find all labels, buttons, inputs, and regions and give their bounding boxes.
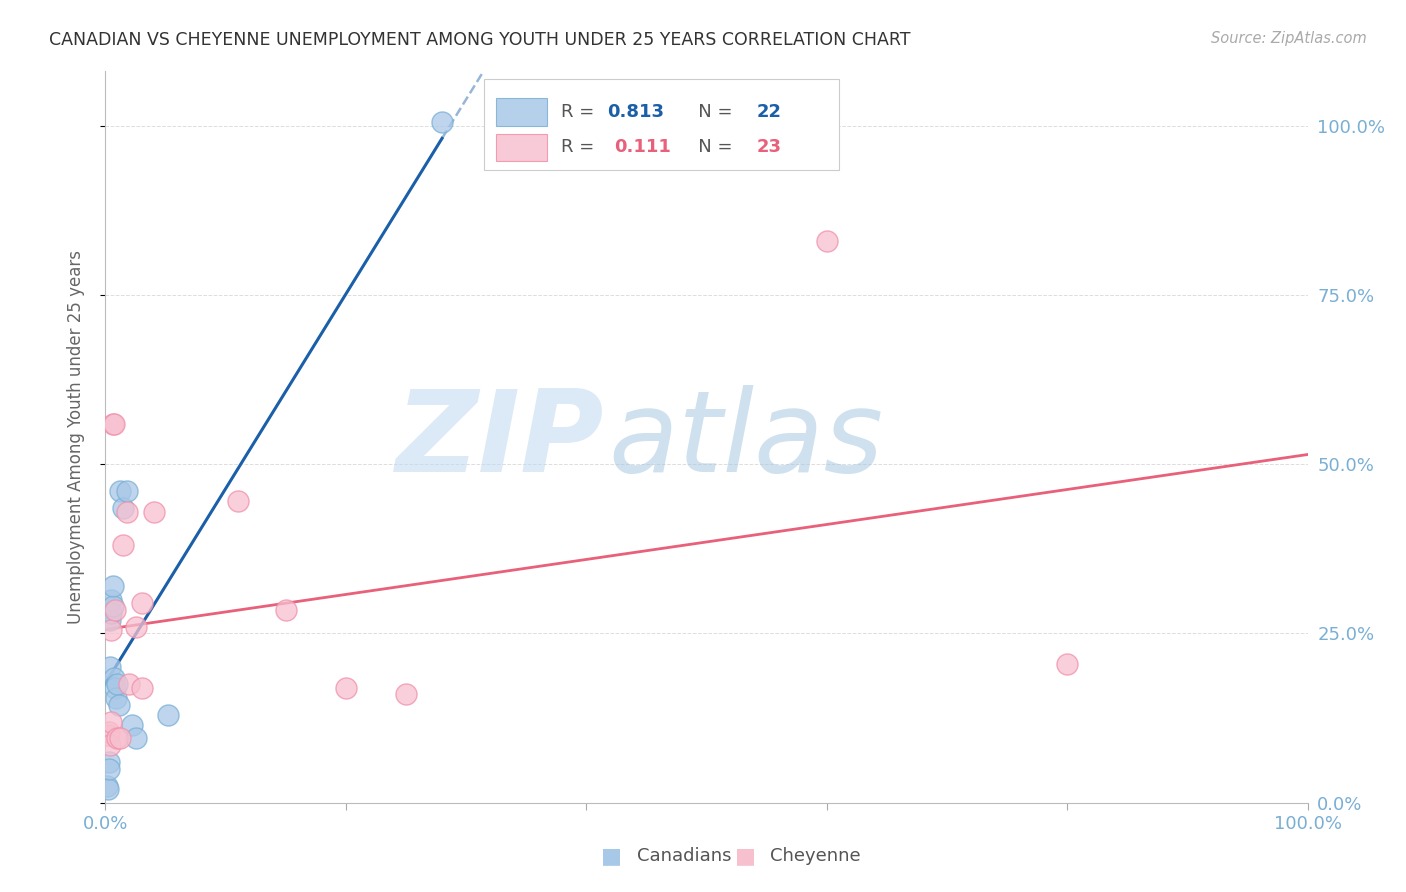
Text: N =: N =: [682, 103, 738, 121]
FancyBboxPatch shape: [484, 78, 839, 170]
Point: [104, 681, 127, 695]
Point: [97, 782, 120, 797]
Text: N =: N =: [682, 138, 738, 156]
Point: [96, 779, 118, 793]
Point: [101, 417, 124, 431]
Point: [131, 681, 153, 695]
Point: [100, 623, 122, 637]
Text: Cheyenne: Cheyenne: [770, 847, 860, 865]
Text: Canadians: Canadians: [637, 847, 731, 865]
Point: [107, 677, 129, 691]
Point: [1056, 657, 1078, 671]
Point: [226, 494, 249, 508]
Point: [335, 681, 357, 695]
Point: [112, 501, 135, 516]
Point: [274, 603, 297, 617]
Point: [100, 606, 122, 620]
Point: [100, 714, 122, 729]
Point: [107, 698, 129, 712]
Text: 23: 23: [756, 138, 782, 156]
Text: R =: R =: [561, 103, 600, 121]
Point: [815, 234, 838, 248]
Point: [430, 115, 453, 129]
Point: [98, 762, 121, 776]
Point: [105, 690, 128, 705]
Point: [131, 596, 153, 610]
Point: [156, 707, 179, 722]
Text: ■: ■: [602, 847, 621, 866]
Bar: [496, 98, 547, 126]
Point: [103, 417, 125, 431]
Point: [103, 671, 125, 685]
Point: [395, 688, 418, 702]
Text: R =: R =: [561, 138, 606, 156]
Text: ■: ■: [735, 847, 755, 866]
Point: [115, 484, 138, 499]
Text: atlas: atlas: [607, 385, 883, 496]
Y-axis label: Unemployment Among Youth under 25 years: Unemployment Among Youth under 25 years: [66, 250, 84, 624]
Text: 0.813: 0.813: [607, 103, 664, 121]
Text: 0.111: 0.111: [614, 138, 671, 156]
Bar: [496, 134, 547, 161]
Point: [101, 599, 124, 614]
Point: [121, 718, 143, 732]
Text: Source: ZipAtlas.com: Source: ZipAtlas.com: [1211, 31, 1367, 46]
Point: [108, 484, 131, 499]
Point: [115, 505, 138, 519]
Point: [98, 660, 121, 674]
Point: [97, 728, 120, 742]
Point: [124, 731, 146, 746]
Point: [98, 755, 121, 769]
Point: [98, 724, 121, 739]
Point: [101, 579, 124, 593]
Point: [100, 592, 122, 607]
Point: [112, 538, 135, 552]
Text: CANADIAN VS CHEYENNE UNEMPLOYMENT AMONG YOUTH UNDER 25 YEARS CORRELATION CHART: CANADIAN VS CHEYENNE UNEMPLOYMENT AMONG …: [49, 31, 911, 49]
Point: [98, 738, 121, 752]
Text: ZIP: ZIP: [396, 385, 605, 496]
Point: [118, 677, 141, 691]
Point: [98, 613, 121, 627]
Text: 22: 22: [756, 103, 782, 121]
Point: [142, 505, 165, 519]
Point: [107, 731, 129, 746]
Point: [104, 603, 127, 617]
Point: [124, 620, 146, 634]
Point: [108, 731, 131, 746]
